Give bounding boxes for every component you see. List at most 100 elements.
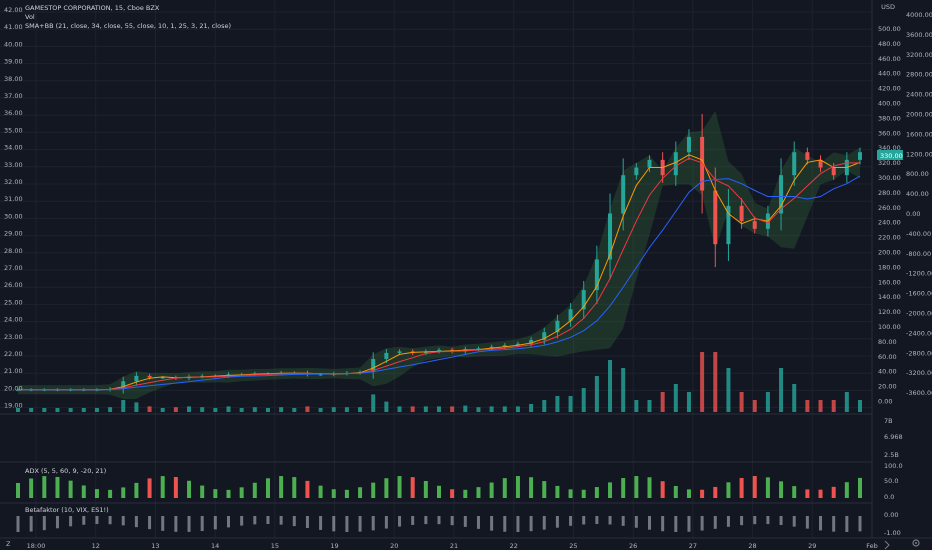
beta-bar [463, 516, 467, 527]
beta-bar [648, 516, 651, 530]
beta-bar [805, 516, 809, 529]
right-price-tick: 420.00 [878, 85, 901, 93]
adx-bar [594, 487, 599, 498]
adx-bar [265, 478, 270, 498]
beta-bar [529, 516, 533, 532]
time-tick-label: 20 [390, 542, 398, 550]
adx-bar [55, 476, 60, 498]
adx-bar [647, 477, 652, 498]
beta-bar [490, 516, 494, 531]
beta-bar [700, 516, 704, 531]
gear-icon[interactable] [912, 539, 920, 547]
adx-bar [673, 485, 678, 498]
adx-bar [844, 482, 849, 498]
beta-bar [279, 516, 283, 525]
volume-bar [305, 406, 310, 412]
adx-bar [831, 486, 836, 498]
volume-bar [515, 406, 520, 412]
left-tick-label: 39.00 [4, 58, 23, 66]
beta-bar [55, 516, 59, 529]
time-tick-label: 15 [271, 542, 279, 550]
candle-body [805, 152, 810, 160]
volume-bar [423, 406, 428, 412]
adx-bar [463, 489, 468, 498]
adx-pane-tick: 0.0 [884, 493, 894, 501]
adx-bar [358, 487, 363, 498]
beta-bar [108, 516, 112, 525]
adx-bar [621, 478, 626, 498]
time-tick-label: 21 [450, 542, 458, 550]
volume-bar [331, 407, 336, 412]
right-price-axis[interactable]: 500.00 480.00 460.00 440.00 420.00 400.00 380.… [878, 25, 901, 406]
left-tick-label: 30.00 [4, 212, 23, 220]
left-tick-label: 32.00 [4, 178, 23, 186]
adx-bar [529, 477, 534, 498]
beta-bar [358, 516, 362, 532]
beta-bar [29, 516, 33, 532]
right-vol-tick: -400.00 [906, 230, 931, 238]
adx-bar [42, 476, 47, 498]
volume-bar [147, 406, 152, 412]
volume-bar [489, 406, 494, 412]
left-tick-label: 25.00 [4, 298, 23, 306]
candle-body [476, 348, 481, 350]
beta-bar [187, 516, 191, 532]
beta-bar [582, 516, 586, 525]
volume-bar [700, 352, 705, 412]
moving-average-lines [18, 154, 861, 391]
volume-bar [344, 407, 349, 412]
right-price-tick: 120.00 [878, 308, 901, 316]
candle-body [489, 346, 494, 349]
z-label[interactable]: Z [6, 540, 11, 548]
beta-bar [858, 516, 862, 532]
beta-bar [661, 516, 665, 532]
candle-body [752, 221, 757, 229]
candle-body [621, 175, 626, 214]
volume-bar [42, 408, 47, 412]
left-price-axis[interactable]: 42.00 41.00 40.00 39.00 38.00 37.00 36.00 35.00… [4, 6, 23, 410]
time-tick-label: 13 [151, 542, 159, 550]
candle-body [792, 152, 797, 176]
volume-bar [108, 407, 113, 412]
left-tick-label: 34.00 [4, 144, 23, 152]
candle-body [437, 349, 441, 352]
volume-bar [265, 408, 270, 412]
right-vol-tick: 3600.00 [906, 31, 932, 39]
candle-body [200, 375, 205, 377]
adx-bar [213, 489, 218, 498]
adx-bar [779, 481, 784, 498]
last-price-tag [877, 150, 903, 160]
right-price-tick: 260.00 [878, 204, 901, 212]
beta-bar [476, 516, 480, 529]
adx-bar [818, 489, 823, 498]
time-tick-label: 19 [330, 542, 338, 550]
candle-body [608, 213, 613, 260]
left-tick-label: 33.00 [4, 161, 23, 169]
candle-body [371, 359, 376, 373]
volume-bar [134, 402, 139, 412]
adx-bar [292, 477, 297, 498]
time-tick-label: 26 [629, 542, 637, 550]
left-tick-label: 23.00 [4, 333, 23, 341]
bollinger-fill [18, 110, 860, 400]
sma-mid-line [18, 157, 860, 391]
right-price-tick: 380.00 [878, 114, 901, 122]
candle-body [384, 352, 389, 360]
right-price-tick: 340.00 [878, 144, 901, 152]
volume-bar [16, 408, 20, 412]
time-axis[interactable]: 18:00 12 13 14 15 19 20 21 22 25 26 27 28 29 Feb [27, 542, 878, 550]
volume-bar [410, 406, 415, 412]
volume-bar [844, 392, 849, 412]
volume-bar [555, 396, 560, 412]
left-tick-label: 21.00 [4, 367, 23, 375]
scroll-arrow-icon[interactable] [884, 540, 890, 550]
adx-bar [450, 489, 455, 498]
adx-bar [16, 483, 20, 498]
beta-bar [569, 516, 573, 526]
adx-bar [252, 482, 257, 498]
right-vol-tick: -3200.00 [906, 369, 932, 377]
right-volume-axis[interactable]: 4000.00 3600.00 3200.00 2800.00 2400.00 2000.… [906, 11, 932, 397]
beta-bar [411, 516, 415, 525]
volume-bar [792, 384, 797, 412]
